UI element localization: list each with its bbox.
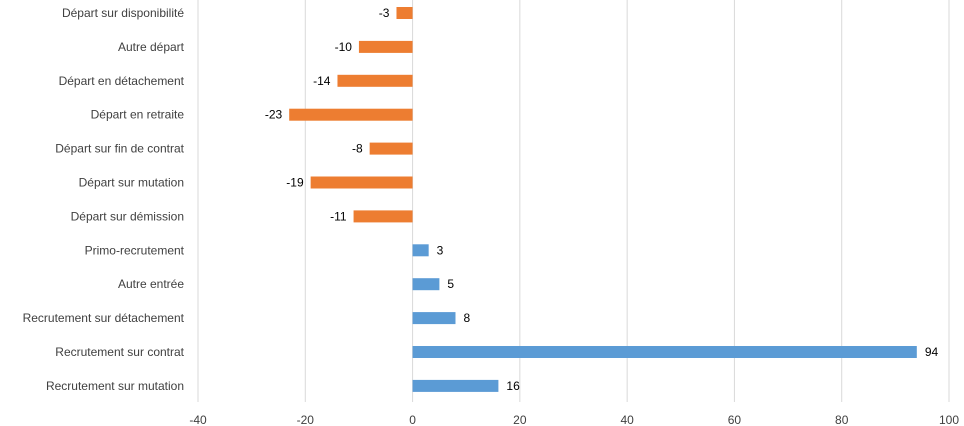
data-label: 16 xyxy=(506,379,520,393)
bar xyxy=(337,74,413,87)
data-label: -3 xyxy=(379,6,390,20)
bar xyxy=(412,244,429,257)
data-label: -19 xyxy=(286,176,304,190)
x-tick-label: 100 xyxy=(939,413,959,426)
x-tick-label: 80 xyxy=(835,413,849,426)
data-label: 94 xyxy=(925,345,939,359)
category-label: Départ en retraite xyxy=(91,108,185,122)
data-label: -8 xyxy=(352,142,363,156)
bar xyxy=(412,346,917,358)
category-label: Primo-recrutement xyxy=(85,243,185,257)
bar xyxy=(369,142,413,155)
x-tick-label: -20 xyxy=(297,413,315,426)
data-label: -10 xyxy=(335,40,353,54)
category-label: Départ en détachement xyxy=(59,74,185,88)
category-label: Recrutement sur détachement xyxy=(23,311,185,325)
bar xyxy=(396,7,413,19)
data-label: -14 xyxy=(313,74,331,88)
bars xyxy=(289,7,917,392)
category-label: Recrutement sur contrat xyxy=(55,345,184,359)
x-tick-label: 20 xyxy=(513,413,527,426)
data-label: 5 xyxy=(447,277,454,291)
category-label: Départ sur disponibilité xyxy=(62,6,184,20)
category-label: Autre départ xyxy=(118,40,185,54)
bar xyxy=(358,40,413,53)
x-tick-label: 40 xyxy=(620,413,634,426)
data-label: -11 xyxy=(330,209,347,223)
bar xyxy=(353,210,413,223)
bar xyxy=(289,108,413,121)
x-tick-labels: -40 -20 0 20 40 60 80 100 xyxy=(189,413,959,426)
category-label: Départ sur fin de contrat xyxy=(55,142,184,156)
bar xyxy=(412,278,440,291)
data-label: 8 xyxy=(463,311,470,325)
bar xyxy=(412,312,456,325)
category-label: Départ sur mutation xyxy=(79,176,184,190)
bar xyxy=(310,176,413,189)
x-tick-label: 0 xyxy=(409,413,416,426)
category-label: Autre entrée xyxy=(118,277,184,291)
data-labels: -3 -10 -14 -23 -8 -19 -11 3 5 8 94 16 xyxy=(265,6,939,393)
data-label: 3 xyxy=(437,243,444,257)
data-label: -23 xyxy=(265,108,283,122)
x-tick-label: -40 xyxy=(189,413,207,426)
category-label: Départ sur démission xyxy=(71,209,184,223)
grid-lines xyxy=(197,0,950,402)
bar xyxy=(412,379,499,392)
x-tick-label: 60 xyxy=(728,413,742,426)
category-labels: Départ sur disponibilité Autre départ Dépa… xyxy=(23,6,185,393)
category-label: Recrutement sur mutation xyxy=(46,379,184,393)
